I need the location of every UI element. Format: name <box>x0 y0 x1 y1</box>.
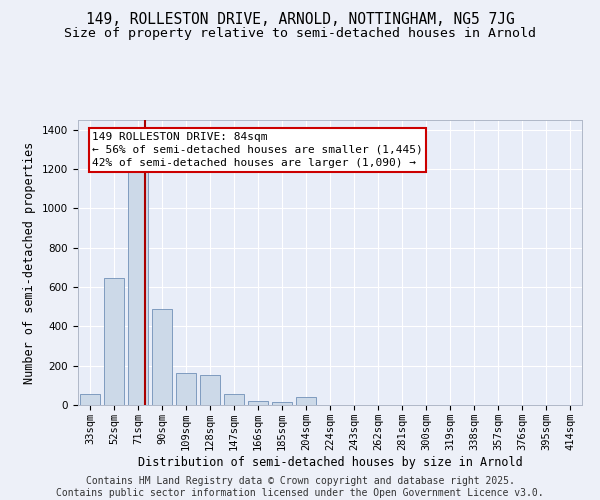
Text: 149 ROLLESTON DRIVE: 84sqm
← 56% of semi-detached houses are smaller (1,445)
42%: 149 ROLLESTON DRIVE: 84sqm ← 56% of semi… <box>92 132 422 168</box>
Bar <box>224 394 244 405</box>
X-axis label: Distribution of semi-detached houses by size in Arnold: Distribution of semi-detached houses by … <box>137 456 523 468</box>
Y-axis label: Number of semi-detached properties: Number of semi-detached properties <box>23 142 37 384</box>
Bar <box>128 160 148 405</box>
Text: 149, ROLLESTON DRIVE, ARNOLD, NOTTINGHAM, NG5 7JG: 149, ROLLESTON DRIVE, ARNOLD, NOTTINGHAM… <box>86 12 514 28</box>
Bar <box>152 308 172 405</box>
Bar <box>176 372 196 405</box>
Bar <box>296 397 316 405</box>
Bar <box>200 374 220 405</box>
Bar <box>104 278 124 405</box>
Bar <box>272 402 292 405</box>
Bar <box>248 401 268 405</box>
Text: Contains HM Land Registry data © Crown copyright and database right 2025.
Contai: Contains HM Land Registry data © Crown c… <box>56 476 544 498</box>
Text: Size of property relative to semi-detached houses in Arnold: Size of property relative to semi-detach… <box>64 28 536 40</box>
Bar <box>80 394 100 405</box>
